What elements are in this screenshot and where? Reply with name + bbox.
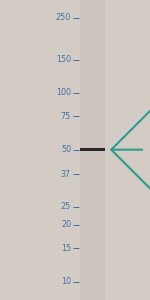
Polygon shape — [80, 0, 105, 300]
Text: 15: 15 — [61, 244, 71, 253]
Text: 20: 20 — [61, 220, 71, 229]
Text: 75: 75 — [61, 112, 71, 121]
Text: 150: 150 — [56, 55, 71, 64]
Text: 25: 25 — [61, 202, 71, 211]
Text: 37: 37 — [61, 170, 71, 179]
Text: 250: 250 — [56, 13, 71, 22]
Text: 50: 50 — [61, 145, 71, 154]
Text: 100: 100 — [56, 88, 71, 97]
Text: 10: 10 — [61, 277, 71, 286]
